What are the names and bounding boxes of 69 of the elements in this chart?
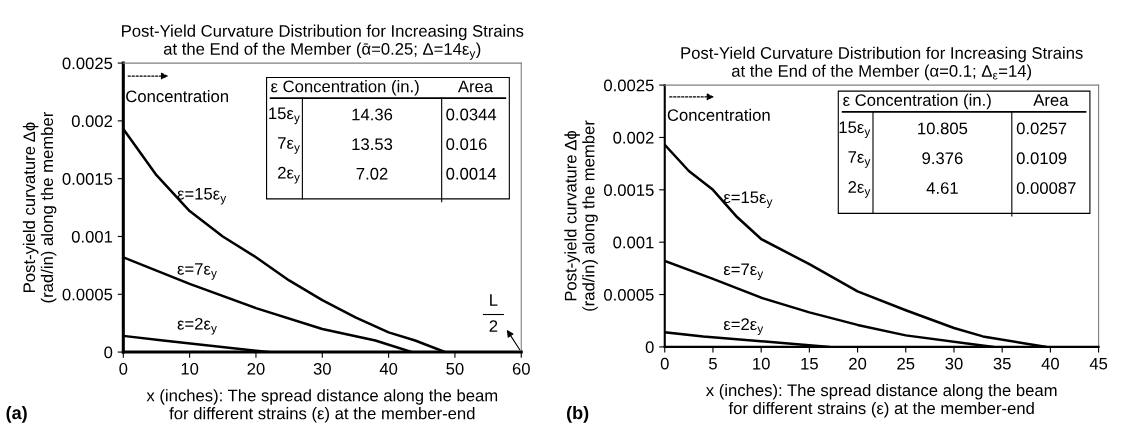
chart-title: Post-Yield Curvature Distribution for Increasing Strains at the End of the Member (ᾱ=0.25; Δ=14ε$_{y}$) xyxy=(122,24,524,60)
y-tick-label: 0.001 xyxy=(613,236,654,249)
x-tick-label: 0 xyxy=(119,362,128,375)
annotation: 7ε$_{y}$ xyxy=(278,137,300,154)
x-tick-label: 20 xyxy=(849,357,867,370)
annotation: Area xyxy=(457,80,494,93)
y-axis-title: Post-yield curvature Δϕ (rad/in) along the member xyxy=(22,111,57,303)
y-tick-label: 0.0005 xyxy=(62,288,113,301)
y-tick-label: 0.002 xyxy=(613,131,654,144)
y-axis-title: Post-yield curvature Δϕ (rad/in) along the member xyxy=(564,120,598,311)
annotation: ε Concentration (in.) xyxy=(271,80,419,96)
annotation: 0.0344 xyxy=(446,108,497,121)
x-tick-label: 10 xyxy=(181,362,199,375)
annotation: ε=2ε$_{y}$ xyxy=(177,317,217,335)
y-tick-label: 0.002 xyxy=(71,115,113,128)
annotation: 15ε$_{y}$ xyxy=(839,121,871,139)
annotation: 14.36 xyxy=(352,108,393,121)
y-tick-label: 0 xyxy=(645,341,654,354)
x-tick-label: 50 xyxy=(446,362,464,375)
annotation: 0.0257 xyxy=(1016,122,1067,135)
annotation: 0.0014 xyxy=(446,167,497,180)
x-tick-label: 30 xyxy=(945,357,963,370)
x-tick-label: 40 xyxy=(379,362,398,375)
chart-title: Post-Yield Curvature Distribution for Increasing Strains at the End of the Member (α=0.1; Δ$_{ε}$=14) xyxy=(681,46,1083,81)
x-tick-label: 20 xyxy=(247,362,265,375)
y-tick-label: 0.0015 xyxy=(62,173,113,185)
annotation: 15ε$_{y}$ xyxy=(269,107,300,125)
x-tick-label: 35 xyxy=(993,357,1011,370)
annotation: 2 xyxy=(489,320,498,332)
annotation: 7.02 xyxy=(356,167,388,180)
annotation: ε=15ε$_{y}$ xyxy=(723,191,773,209)
x-tick-label: 40 xyxy=(1041,357,1059,370)
x-tick-label: 30 xyxy=(313,362,331,375)
annotation: ε=2ε$_{y}$ xyxy=(723,318,764,335)
x-tick-label: 45 xyxy=(1089,357,1108,370)
x-tick-label: 60 xyxy=(512,362,530,375)
x-tick-label: 25 xyxy=(897,357,915,370)
x-tick-label: 10 xyxy=(753,357,770,370)
annotation: ε=7ε$_{y}$ xyxy=(177,263,217,280)
x-axis-title: x (inches): The spread distance along the beam for different strains (ε) at the member-end xyxy=(146,389,498,423)
annotation: 4.61 xyxy=(926,182,958,194)
annotation: ε=7ε$_{y}$ xyxy=(723,263,764,280)
annotation: 13.53 xyxy=(352,138,393,151)
annotation: 0.00087 xyxy=(1016,182,1076,194)
x-axis-title: x (inches): The spread distance along the beam for different strains (ε) at the member-end xyxy=(705,383,1057,418)
x-tick-label: 15 xyxy=(801,357,818,370)
y-tick-label: 0.0005 xyxy=(604,288,654,301)
text: (b) xyxy=(567,405,589,423)
y-tick-label: 0.0025 xyxy=(604,79,654,92)
annotation: L xyxy=(490,294,498,306)
y-tick-label: 0.001 xyxy=(71,230,113,243)
annotation: 7ε$_{y}$ xyxy=(848,151,871,168)
annotation: Concentration xyxy=(126,89,228,103)
annotation: 0.0109 xyxy=(1016,152,1067,165)
annotation: 9.376 xyxy=(922,152,963,165)
text: (a) xyxy=(6,405,27,423)
annotation: ε=15ε$_{y}$ xyxy=(177,188,227,205)
annotation: 10.805 xyxy=(918,122,968,135)
y-tick-label: 0 xyxy=(104,346,113,359)
annotation: Concentration xyxy=(667,108,770,121)
annotation: Area xyxy=(1033,94,1069,106)
x-tick-label: 0 xyxy=(660,357,669,370)
annotation: 2ε$_{y}$ xyxy=(278,166,300,184)
y-tick-label: 0.0025 xyxy=(62,57,113,70)
annotation: 0.016 xyxy=(446,138,487,151)
annotation: 2ε$_{y}$ xyxy=(848,181,871,198)
x-tick-label: 5 xyxy=(708,357,717,370)
y-tick-label: 0.0015 xyxy=(604,184,654,197)
annotation: ε Concentration (in.) xyxy=(843,93,991,110)
